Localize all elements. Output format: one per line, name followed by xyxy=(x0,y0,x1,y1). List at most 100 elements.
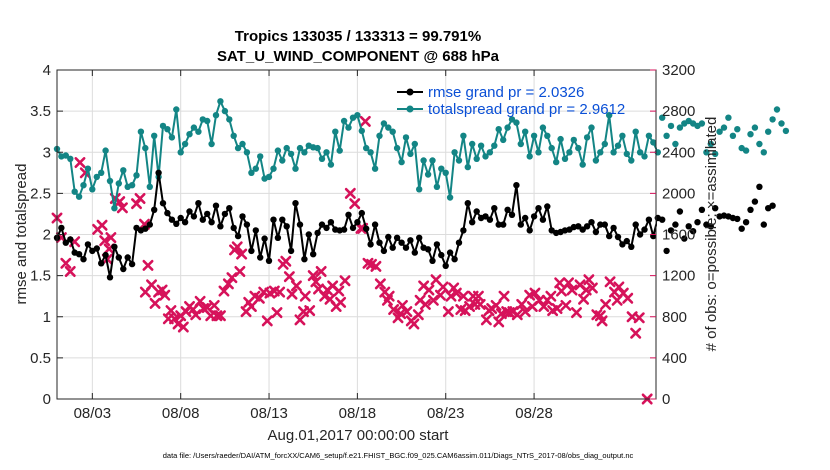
y-right-tick-label: 1200 xyxy=(662,268,695,285)
rmse-point xyxy=(583,223,591,230)
totalspread-point xyxy=(164,126,171,133)
totalspread-point xyxy=(575,144,582,152)
rmse-point xyxy=(115,254,123,261)
rmse-point xyxy=(473,208,480,215)
rmse-point xyxy=(164,209,171,217)
y-right-tick-label: 800 xyxy=(662,309,687,326)
rmse-point xyxy=(685,223,692,230)
totalspread-point xyxy=(190,124,198,131)
y-right-tick-label: 400 xyxy=(662,350,687,367)
rmse-point xyxy=(393,234,401,241)
rmse-point xyxy=(239,213,246,220)
rmse-point xyxy=(455,239,463,246)
rmse-point xyxy=(327,219,335,226)
totalspread-line xyxy=(57,100,657,210)
nobs-assimilated-marker xyxy=(633,312,645,324)
rmse-point xyxy=(217,223,224,230)
nobs-assimilated-marker xyxy=(566,284,578,296)
rmse-point xyxy=(429,257,436,264)
nobs-assimilated-marker xyxy=(315,266,327,278)
totalspread-point xyxy=(720,124,728,131)
totalspread-point xyxy=(782,127,790,135)
rmse-point xyxy=(659,216,666,223)
rmse-point xyxy=(495,221,502,228)
totalspread-point xyxy=(663,132,670,139)
rmse-point xyxy=(398,239,405,246)
nobs-assimilated-marker xyxy=(383,290,395,302)
rmse-point xyxy=(274,234,282,241)
totalspread-point xyxy=(274,147,282,154)
totalspread-point xyxy=(102,147,109,154)
nobs-assimilated-marker xyxy=(423,284,435,296)
nobs-assimilated-marker xyxy=(388,304,400,316)
totalspread-point xyxy=(438,165,445,172)
nobs-assimilated-marker xyxy=(231,241,243,253)
totalspread-point xyxy=(287,150,295,158)
x-tick-label: 08/28 xyxy=(515,405,553,422)
totalspread-point xyxy=(769,116,776,123)
rmse-point xyxy=(340,226,348,233)
rmse-point xyxy=(619,241,626,248)
totalspread-point xyxy=(283,144,290,152)
rmse-point xyxy=(756,183,763,190)
rmse-point xyxy=(212,202,220,209)
y-left-tick-label: 2 xyxy=(43,227,51,244)
totalspread-point xyxy=(98,169,105,176)
rmse-point xyxy=(508,211,516,218)
totalspread-point xyxy=(667,122,675,130)
rmse-point xyxy=(358,209,365,217)
totalspread-point xyxy=(446,194,454,201)
totalspread-point xyxy=(610,149,617,156)
y-right-tick-label: 2800 xyxy=(662,103,695,120)
rmse-point xyxy=(62,239,69,246)
nobs-assimilated-marker xyxy=(172,318,184,330)
nobs-assimilated-marker xyxy=(604,276,616,288)
rmse-point xyxy=(681,235,688,242)
rmse-point xyxy=(310,251,317,258)
totalspread-point xyxy=(146,183,153,190)
totalspread-point xyxy=(186,131,193,138)
rmse-point xyxy=(159,200,167,207)
rmse-point xyxy=(446,249,454,256)
totalspread-point xyxy=(301,149,308,156)
rmse-point xyxy=(367,241,374,248)
nobs-assimilated-marker xyxy=(445,290,457,302)
nobs-assimilated-marker xyxy=(408,318,420,330)
nobs-assimilated-marker xyxy=(474,298,486,310)
nobs-assimilated-marker xyxy=(583,274,595,286)
legend-rmse-marker xyxy=(406,88,414,96)
y-left-tick-label: 0 xyxy=(43,391,51,408)
rmse-point xyxy=(186,208,193,215)
totalspread-point xyxy=(296,144,304,152)
nobs-assimilated-marker xyxy=(142,259,154,271)
rmse-point xyxy=(464,200,471,207)
y-right-tick-label: 2000 xyxy=(662,185,695,202)
totalspread-point xyxy=(530,132,538,139)
rmse-point xyxy=(128,260,136,268)
rmse-point xyxy=(257,254,264,261)
totalspread-point xyxy=(93,173,101,181)
totalspread-point xyxy=(539,124,547,131)
totalspread-point xyxy=(583,134,591,141)
rmse-point xyxy=(411,249,418,256)
nobs-assimilated-marker xyxy=(294,314,306,326)
legend: rmse grand pr = 2.0326 totalspread grand… xyxy=(397,84,625,118)
totalspread-point xyxy=(606,112,613,119)
rmse-point xyxy=(102,251,109,259)
nobs-assimilated-marker xyxy=(370,260,382,272)
totalspread-point xyxy=(672,140,679,148)
rmse-point xyxy=(376,239,383,246)
totalspread-point xyxy=(389,128,396,135)
rmse-point xyxy=(751,198,759,205)
rmse-point xyxy=(146,221,153,228)
rmse-point xyxy=(738,225,745,232)
nobs-assimilated-marker xyxy=(490,299,502,311)
rmse-point xyxy=(517,221,524,228)
totalspread-point xyxy=(67,155,74,162)
y-axis-right-label: # of obs: o=possible; ×=assimilated xyxy=(703,117,720,352)
nobs-assimilated-marker xyxy=(596,315,608,327)
rmse-point xyxy=(363,225,370,232)
nobs-assimilated-marker xyxy=(319,290,331,302)
nobs-assimilated-marker xyxy=(448,282,460,294)
axis-tick-marks xyxy=(57,69,656,400)
